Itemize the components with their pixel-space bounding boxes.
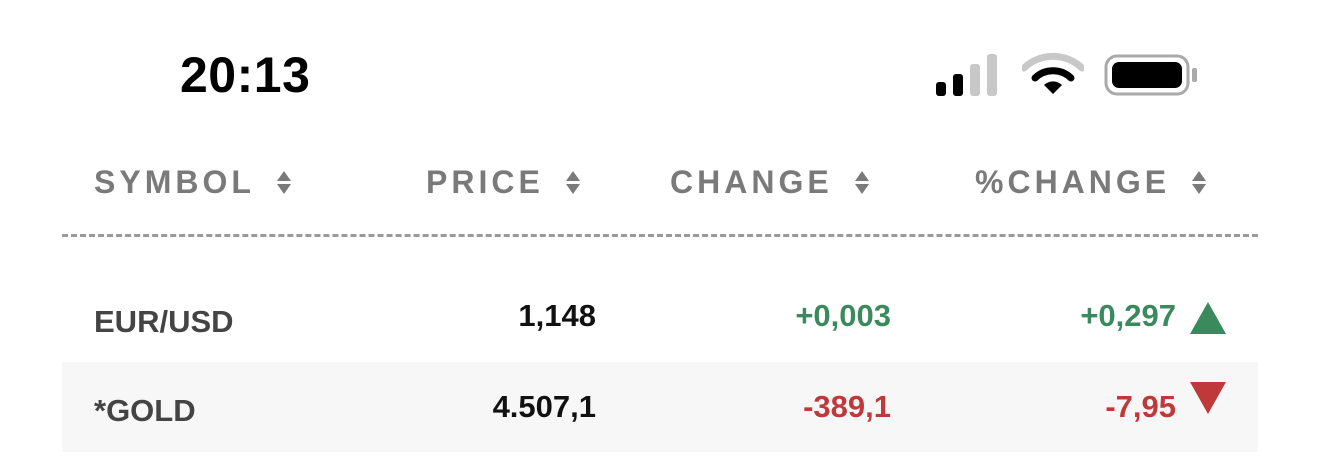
column-header-price[interactable]: PRICE xyxy=(426,164,580,201)
pct-change-cell: +0,297 xyxy=(1080,298,1176,333)
header-divider xyxy=(62,234,1258,237)
arrow-up-icon xyxy=(1190,302,1226,334)
column-header-symbol[interactable]: SYMBOL xyxy=(94,164,291,201)
column-label: PRICE xyxy=(426,164,544,200)
wifi-icon xyxy=(1022,52,1084,94)
column-header-change[interactable]: CHANGE xyxy=(670,164,869,201)
pct-change-cell: -7,95 xyxy=(1105,389,1176,424)
sort-icon[interactable] xyxy=(565,171,580,194)
column-label: %CHANGE xyxy=(975,164,1171,200)
price-cell: 4.507,1 xyxy=(492,389,596,424)
column-label: CHANGE xyxy=(670,164,833,200)
price-cell: 1,148 xyxy=(518,298,596,333)
sort-icon[interactable] xyxy=(1192,171,1207,194)
change-cell: -389,1 xyxy=(803,389,891,424)
arrow-down-icon xyxy=(1190,382,1226,414)
table-row-alt-background xyxy=(62,362,1258,452)
sort-icon[interactable] xyxy=(854,171,869,194)
cellular-signal-icon xyxy=(936,54,997,96)
change-cell: +0,003 xyxy=(795,298,891,333)
symbol-cell[interactable]: *GOLD xyxy=(94,393,196,428)
column-header-pct-change[interactable]: %CHANGE xyxy=(975,164,1207,201)
column-label: SYMBOL xyxy=(94,164,255,200)
status-time: 20:13 xyxy=(180,47,311,103)
sort-icon[interactable] xyxy=(276,171,291,194)
symbol-cell[interactable]: EUR/USD xyxy=(94,304,234,339)
battery-icon xyxy=(1104,54,1197,96)
